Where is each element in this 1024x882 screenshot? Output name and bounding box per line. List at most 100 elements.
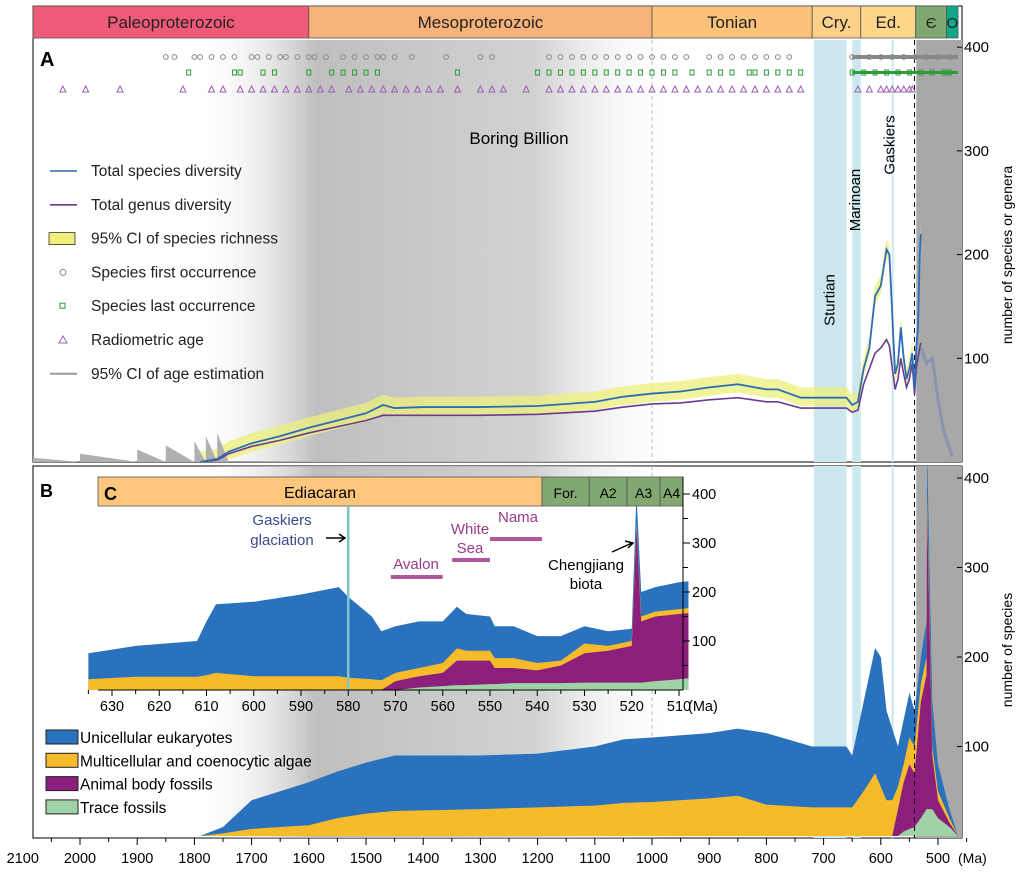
first-occurrence-marker	[208, 54, 215, 60]
age-estimation-ci-steps	[33, 430, 229, 462]
radiometric-age-marker	[796, 84, 805, 93]
first-occurrence-marker	[774, 54, 781, 60]
radiometric-age-marker	[522, 84, 530, 93]
period-label: Mesoproterozoic	[418, 13, 544, 32]
x-tick-label: 500	[926, 851, 950, 867]
x-tick-label: 540	[525, 699, 549, 715]
first-occurrence-marker	[626, 54, 633, 60]
last-occurrence-marker	[626, 69, 632, 76]
last-occurrence-marker	[231, 69, 237, 76]
y-tick-label: 100	[692, 634, 716, 650]
x-tick-label: 1400	[407, 851, 439, 867]
first-occurrence-marker	[248, 54, 255, 60]
x-tick-label: 600	[242, 699, 266, 715]
last-occurrence-marker	[689, 69, 695, 76]
x-tick-label: 1700	[235, 851, 267, 867]
stage-label: A3	[635, 485, 652, 501]
x-tick-label: 580	[336, 699, 360, 715]
last-occurrence-marker	[546, 69, 552, 76]
area-multicellular-and-coenocytic-algae	[200, 495, 959, 836]
x-tick-label: 630	[100, 699, 124, 715]
radiometric-age-marker	[488, 84, 496, 93]
radiometric-age-marker	[476, 84, 485, 93]
period-label: Ed.	[875, 13, 901, 32]
x-tick-label: 560	[431, 699, 455, 715]
first-occurrence-marker	[443, 54, 449, 60]
y-tick-label: 400	[692, 487, 716, 503]
x-tick-label: 800	[754, 851, 778, 867]
last-occurrence-marker	[237, 69, 243, 76]
last-occurrence-marker	[352, 69, 358, 76]
last-occurrence-marker	[535, 69, 541, 76]
last-occurrence-marker	[329, 69, 335, 76]
radiometric-age-marker	[556, 84, 565, 93]
first-occurrence-marker	[729, 54, 735, 60]
area-unicellular-eukaryotes	[88, 494, 689, 690]
legend-swatch	[48, 232, 76, 246]
panel-c-inset: Ediacaran For. A2 A3 A4 C Gaskiers glaciation Av…	[87, 476, 718, 715]
legend-label: Multicellular and coenocytic algae	[80, 753, 312, 770]
first-occurrence-marker	[254, 54, 261, 60]
legend-swatch	[45, 776, 79, 792]
first-occurrence-marker	[786, 54, 793, 60]
legend-label: Animal body fossils	[80, 777, 213, 794]
area-trace-fossils	[88, 678, 689, 690]
x-tick-label: 550	[478, 699, 502, 715]
first-occurrence-marker	[380, 54, 387, 60]
radiometric-age-marker	[207, 84, 216, 93]
radiometric-age-marker	[671, 84, 679, 93]
last-occurrence-marker	[775, 69, 781, 76]
last-occurrence-marker	[752, 69, 758, 76]
radiometric-age-marker	[602, 84, 611, 93]
last-occurrence-marker	[706, 69, 712, 76]
radiometric-age-marker	[590, 84, 599, 93]
radiometric-age-marker	[908, 84, 917, 93]
legend-label: Species last occurrence	[91, 298, 256, 315]
x-tick-label: 900	[697, 851, 721, 867]
first-occurrence-marker	[363, 54, 369, 60]
period-label: Є	[926, 15, 937, 32]
radiometric-age-marker	[659, 84, 668, 93]
radiometric-age-marker	[316, 84, 325, 93]
period-5	[915, 5, 947, 39]
radiometric-age-marker	[693, 84, 702, 93]
chengjiang-annotation: Chengjiang	[548, 557, 624, 574]
radiometric-age-marker	[625, 84, 633, 93]
first-occurrence-marker	[740, 54, 747, 60]
radiometric-age-marker	[636, 84, 645, 93]
stage-label: For.	[554, 485, 578, 501]
y-tick-label: 300	[692, 536, 716, 552]
white-sea-label: White	[451, 521, 489, 538]
x-tick-label: 610	[194, 699, 218, 715]
first-occurrence-marker	[305, 54, 312, 60]
radiometric-age-marker	[888, 84, 897, 93]
x-tick-label: 1200	[521, 851, 553, 867]
y-axis-label: number of species or genera	[999, 166, 1015, 344]
period-6	[946, 5, 959, 39]
radiometric-age-marker	[865, 84, 874, 93]
white-sea-label: Sea	[457, 540, 484, 557]
radiometric-age-marker	[882, 84, 891, 93]
radiometric-age-marker	[59, 84, 67, 93]
radiometric-age-marker	[327, 84, 336, 93]
x-tick-label: 2100	[7, 851, 39, 867]
first-occurrence-marker	[637, 54, 644, 60]
last-occurrence-marker	[603, 69, 609, 76]
radiometric-age-marker	[304, 84, 313, 93]
last-occurrence-marker	[363, 69, 369, 76]
chengjiang-arrow-icon	[611, 540, 635, 553]
first-occurrence-marker	[408, 54, 415, 60]
last-occurrence-marker	[374, 69, 380, 76]
radiometric-age-marker	[762, 84, 771, 93]
last-occurrence-marker	[580, 69, 586, 76]
y-tick-label: 400	[964, 470, 989, 487]
x-tick-label: 1500	[350, 851, 382, 867]
x-tick-label: 510	[667, 699, 691, 715]
legend-label: Total genus diversity	[91, 197, 232, 214]
x-tick-label: 1000	[636, 851, 668, 867]
last-occurrence-marker	[271, 69, 277, 76]
x-tick-label: 590	[289, 699, 313, 715]
period-3	[811, 5, 862, 39]
first-occurrence-marker	[660, 54, 667, 60]
